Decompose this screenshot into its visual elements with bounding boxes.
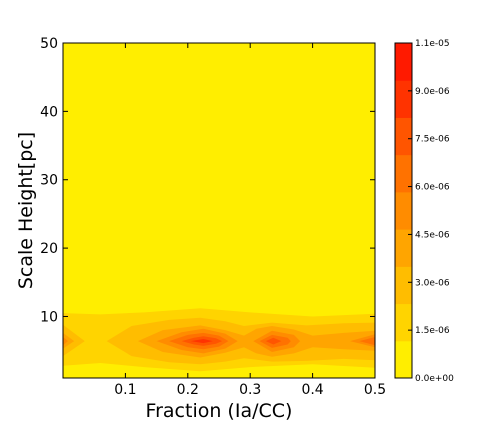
x-tick-label: 0.4 (301, 382, 323, 398)
colorbar: 0.0e+00 1.5e-06 3.0e-06 4.5e-06 6.0e-06 7.5e-… (394, 39, 454, 384)
plot-frame (62, 42, 376, 379)
colorbar-segment (395, 191, 412, 230)
x-tick-label: 0.2 (177, 382, 199, 398)
colorbar-tick-label: 7.5e-06 (415, 135, 450, 145)
colorbar-segment (395, 229, 412, 267)
contour-region-5 (63, 337, 68, 346)
plot-area (63, 43, 375, 378)
y-tick-label: 20 (40, 241, 58, 257)
colorbar-segment (395, 266, 412, 305)
contour-region-13 (265, 337, 282, 345)
contour-region-3 (63, 332, 75, 349)
y-tick-label: 50 (40, 36, 58, 52)
colorbar-segment (395, 43, 412, 81)
colorbar-segment (395, 340, 412, 379)
x-tick-label: 0.5 (364, 382, 386, 398)
x-tick-label: 0.3 (239, 382, 261, 398)
colorbar-segment (395, 80, 412, 118)
contour-region-14 (190, 339, 213, 344)
colorbar-tick-label: 0.0e+00 (415, 374, 454, 384)
x-tick-label: 0.1 (114, 382, 136, 398)
x-axis-title: Fraction (Ia/CC) (146, 400, 293, 422)
colorbar-tick-label: 9.0e-06 (415, 87, 450, 97)
colorbar-frame (394, 42, 413, 379)
colorbar-tick-label: 1.1e-05 (415, 39, 450, 49)
y-tick-label: 40 (40, 104, 58, 120)
colorbar-tick-label: 4.5e-06 (415, 230, 450, 240)
colorbar-tick-label: 6.0e-06 (415, 183, 450, 193)
contour-region-1 (63, 324, 85, 357)
y-tick-label: 30 (40, 173, 58, 189)
axes: 0.1 0.2 0.3 0.4 0.5 10 20 30 40 50 (40, 36, 386, 398)
colorbar-segment (395, 117, 412, 156)
colorbar-segment (395, 154, 412, 193)
colorbar-tick-label: 3.0e-06 (415, 278, 450, 288)
y-axis-title: Scale Height[pc] (15, 132, 37, 289)
colorbar-segment (395, 303, 412, 342)
contour-region-11 (359, 337, 375, 346)
colorbar-tick-label: 1.5e-06 (415, 326, 450, 336)
y-tick-label: 10 (40, 309, 58, 325)
